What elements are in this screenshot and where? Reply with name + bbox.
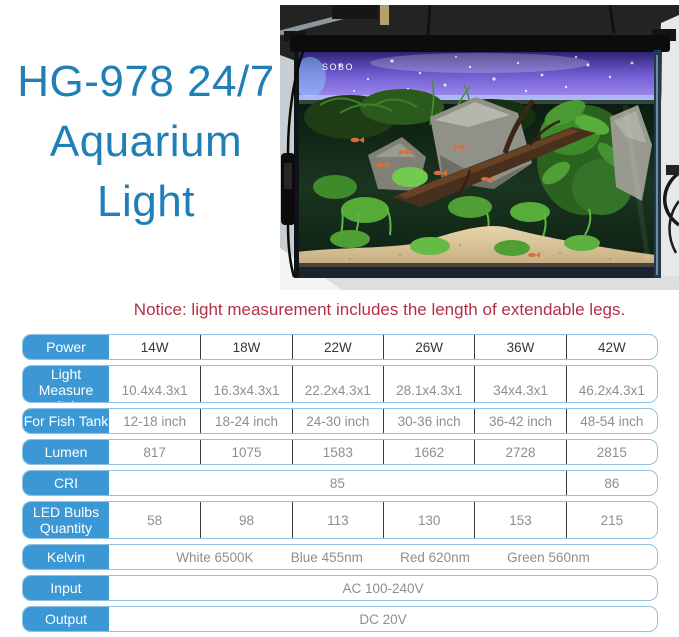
- spec-row-led-bulbs-quantity: LED Bulbs Quantity 58 98 113 130 153 215: [22, 501, 658, 539]
- spec-row-kelvin: Kelvin White 6500K Blue 455nm Red 620nm Gree…: [22, 544, 658, 570]
- spec-row-output: Output DC 20V: [22, 606, 658, 632]
- spec-cell-led-bulbs-quantity-3: 130: [383, 502, 474, 538]
- row-header-light-measure-in: Light Measure (In): [23, 366, 109, 402]
- row-header-led-bulbs-quantity: LED Bulbs Quantity: [23, 502, 109, 538]
- tank-brand-label: SOBO: [322, 62, 354, 72]
- product-title-line-1: HG-978 24/7: [17, 57, 275, 106]
- spec-cell-lumen-1: 1075: [200, 440, 291, 464]
- spec-cell-led-bulbs-quantity-2: 113: [291, 502, 383, 538]
- spec-cell-light-measure-in-1: 16.3x4.3x1: [200, 366, 291, 402]
- spec-cell-light-measure-in-2: 22.2x4.3x1: [291, 366, 383, 402]
- wall-cables: [663, 165, 679, 254]
- spec-cell-cri-1: 86: [565, 471, 657, 495]
- spec-cell-light-measure-in-4: 34x4.3x1: [474, 366, 565, 402]
- spec-cell-power-2: 22W: [291, 335, 383, 359]
- row-header-kelvin: Kelvin: [23, 545, 109, 569]
- spec-cell-lumen-5: 2815: [565, 440, 657, 464]
- row-header-lumen: Lumen: [23, 440, 109, 464]
- spec-row-input: Input AC 100-240V: [22, 575, 658, 601]
- kelvin-value-0: White 6500K: [176, 549, 254, 565]
- row-header-cri: CRI: [23, 471, 109, 495]
- spec-cell-for-fish-tank-3: 30-36 inch: [383, 409, 474, 433]
- spec-cell-led-bulbs-quantity-0: 58: [147, 512, 163, 528]
- product-title-line-2: Aquarium: [49, 117, 243, 166]
- spec-cell-output-0: DC 20V: [359, 611, 407, 627]
- spec-cell-power-1: 18W: [200, 335, 291, 359]
- spec-cell-led-bulbs-quantity-1: 98: [200, 502, 291, 538]
- spec-cell-power-0: 14W: [140, 339, 169, 355]
- row-header-power: Power: [23, 335, 109, 359]
- spec-cell-for-fish-tank-0: 12-18 inch: [123, 413, 187, 429]
- spec-cell-lumen-2: 1583: [291, 440, 383, 464]
- spec-row-power: Power 14W 18W 22W 26W 36W 42W: [22, 334, 658, 360]
- spec-cell-power-4: 36W: [474, 335, 565, 359]
- spec-cell-lumen-3: 1662: [383, 440, 474, 464]
- led-light-bar: [284, 29, 676, 52]
- spec-cell-for-fish-tank-2: 24-30 inch: [291, 409, 383, 433]
- fish-school: [350, 137, 540, 258]
- spec-cell-lumen-0: 817: [143, 444, 166, 460]
- spec-cell-for-fish-tank-5: 48-54 inch: [565, 409, 657, 433]
- spec-cell-for-fish-tank-1: 18-24 inch: [200, 409, 291, 433]
- spec-cell-light-measure-in-0: 10.4x4.3x1: [121, 382, 188, 398]
- notice-text: Notice: light measurement includes the l…: [133, 300, 626, 319]
- spec-row-for-fish-tank: For Fish Tank 12-18 inch 18-24 inch 24-30 i…: [22, 408, 658, 434]
- spec-cell-power-5: 42W: [565, 335, 657, 359]
- spec-cell-light-measure-in-3: 28.1x4.3x1: [383, 366, 474, 402]
- spec-cell-light-measure-in-5: 46.2x4.3x1: [565, 366, 657, 402]
- spec-cell-led-bulbs-quantity-4: 153: [474, 502, 565, 538]
- aquarium-illustration: SOBO: [280, 5, 679, 290]
- spec-cell-power-3: 26W: [383, 335, 474, 359]
- kelvin-value-1: Blue 455nm: [290, 549, 363, 565]
- spec-cell-cri-0: 85: [329, 475, 345, 491]
- aquarium-photo: SOBO: [280, 5, 679, 290]
- spec-cell-input-0: AC 100-240V: [342, 580, 424, 596]
- kelvin-value-3: Green 560nm: [507, 549, 590, 565]
- spec-cell-kelvin-0: White 6500K Blue 455nm Red 620nm Green 560n…: [109, 545, 657, 569]
- power-adapter: [281, 48, 306, 278]
- spec-cell-for-fish-tank-4: 36-42 inch: [474, 409, 565, 433]
- kelvin-value-2: Red 620nm: [400, 549, 470, 565]
- row-header-output: Output: [23, 607, 109, 631]
- row-header-input: Input: [23, 576, 109, 600]
- spec-cell-lumen-4: 2728: [474, 440, 565, 464]
- product-title: HG-978 24/7 Aquarium Light: [0, 52, 292, 232]
- product-title-line-3: Light: [97, 177, 195, 226]
- spec-row-cri: CRI 85 86: [22, 470, 658, 496]
- spec-cell-led-bulbs-quantity-5: 215: [565, 502, 657, 538]
- row-header-for-fish-tank: For Fish Tank: [23, 409, 109, 433]
- spec-row-lumen: Lumen 817 1075 1583 1662 2728 2815: [22, 439, 658, 465]
- spec-row-light-measure-in: Light Measure (In) 10.4x4.3x1 16.3x4.3x122…: [22, 365, 658, 403]
